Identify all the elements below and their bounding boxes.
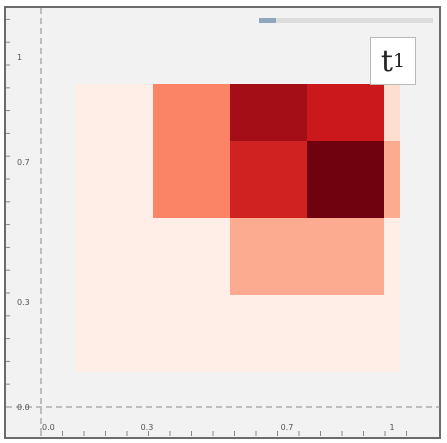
axes xyxy=(6,8,440,437)
heatmap-cell-r2-c0 xyxy=(76,141,153,218)
heatmap-cell-r3-c1 xyxy=(153,84,230,141)
heatmap-cell-r1-c1 xyxy=(153,218,230,295)
y-tick-label: 1 xyxy=(17,53,22,62)
playback-progress-track[interactable] xyxy=(259,18,433,23)
x-tick-label: 1 xyxy=(389,423,394,432)
heatmap-cell-r1-c3 xyxy=(307,218,384,295)
x-tick-label: 0.0 xyxy=(42,423,55,432)
heatmap-cell-r1-c4 xyxy=(384,218,400,295)
tick-labels: 0.0 0.3 0.7 1 0.0 0.3 0.7 1 xyxy=(17,53,395,432)
heatmap-cell-r0-c4 xyxy=(384,295,400,372)
time-label-text: t xyxy=(380,43,393,79)
y-tick-label: 0.0 xyxy=(17,403,30,412)
heatmap-cell-r2-c1 xyxy=(153,141,230,218)
y-tick-label: 0.3 xyxy=(17,298,30,307)
heatmap-cell-r0-c2 xyxy=(230,295,307,372)
heatmap-cell-r1-c2 xyxy=(230,218,307,295)
heatmap-cell-r3-c2 xyxy=(230,84,307,141)
heatmap-cell-r3-c3 xyxy=(307,84,384,141)
x-tick-label: 0.7 xyxy=(281,423,294,432)
heatmap-cells xyxy=(76,84,400,372)
heatmap-cell-r0-c3 xyxy=(307,295,384,372)
heatmap-cell-r0-c0 xyxy=(76,295,153,372)
heatmap-cell-r3-c4 xyxy=(384,84,400,141)
heatmap-cell-r0-c1 xyxy=(153,295,230,372)
heatmap-cell-r2-c4 xyxy=(384,141,400,218)
heatmap-cell-r3-c0 xyxy=(76,84,153,141)
heatmap-cell-r2-c3 xyxy=(307,141,384,218)
y-tick-label: 0.7 xyxy=(17,158,30,167)
x-tick-label: 0.3 xyxy=(141,423,154,432)
playback-progress-fill xyxy=(259,18,277,23)
heatmap-cell-r1-c0 xyxy=(76,218,153,295)
minor-ticks xyxy=(6,18,407,436)
heatmap-cell-r2-c2 xyxy=(230,141,307,218)
time-label-subscript: 1 xyxy=(392,50,406,72)
